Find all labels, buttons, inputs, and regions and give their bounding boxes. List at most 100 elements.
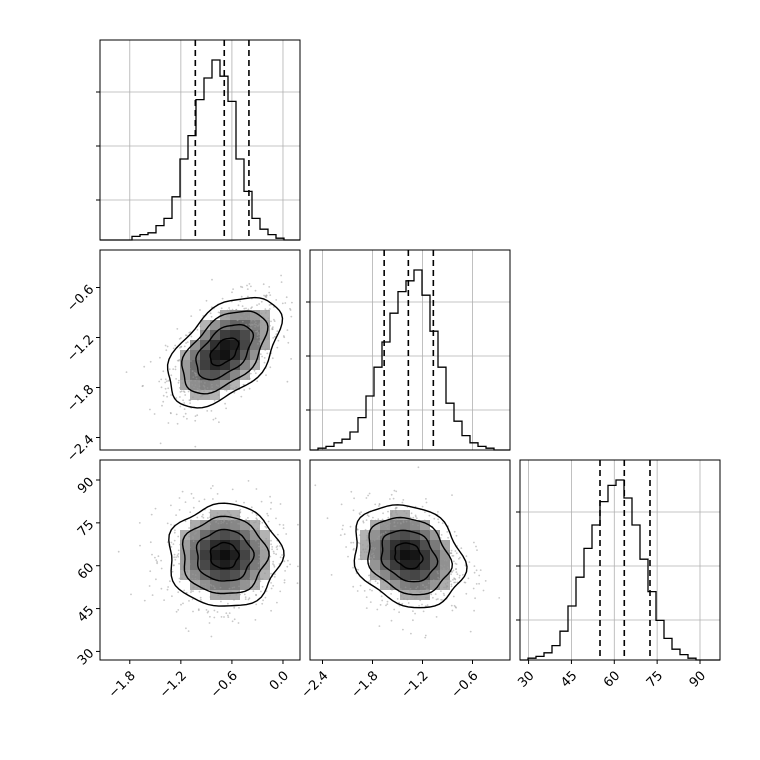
data-point [258,333,261,336]
data-point [455,571,458,573]
data-point [261,549,263,551]
data-point [190,379,193,382]
data-point [453,530,456,533]
data-point [227,614,229,617]
data-point [343,533,346,536]
data-point [178,497,181,499]
data-point [276,601,278,604]
data-point [226,510,229,513]
x-tick-label: −2.4 [299,668,332,701]
data-point [248,323,251,326]
data-point [262,563,264,566]
data-point [352,541,355,544]
data-point [156,562,159,565]
data-point [273,320,276,322]
data-point [272,560,275,563]
data-point [197,608,200,610]
density-cell [410,550,420,560]
data-point [222,521,225,524]
data-point [270,501,273,504]
data-point [399,522,402,524]
data-point [260,500,263,503]
density-cell [250,340,260,350]
data-point [398,611,400,614]
data-point [264,572,266,575]
density-cell [240,550,250,560]
data-point [422,610,425,613]
data-point [257,343,259,345]
data-point [450,604,453,607]
contour-line [181,515,270,595]
density-cell [240,340,250,350]
data-point [456,573,459,576]
panel-background [100,40,300,240]
y-tick-label: 60 [75,560,97,582]
data-point [271,328,274,330]
x-tick-label: −1.8 [106,668,139,701]
data-point [225,612,228,615]
data-point [406,598,409,601]
data-point [231,308,234,311]
data-point [194,577,197,580]
density-cell [390,510,400,520]
data-point [260,337,263,339]
data-point [275,333,278,335]
data-point [304,562,306,564]
density-cell [200,560,210,570]
data-point [198,528,200,530]
data-point [444,569,447,572]
data-point [257,324,260,327]
data-point [375,569,378,572]
data-point [209,508,212,511]
data-point [190,591,192,594]
data-point [479,569,482,571]
density-cell [420,540,430,550]
data-point [442,552,445,554]
data-point [248,387,251,390]
data-point [273,565,276,568]
data-point [443,594,446,597]
data-point [243,593,246,596]
data-point [385,525,388,528]
data-point [153,413,156,415]
data-point [432,596,434,599]
data-point [226,522,228,525]
data-point [396,513,398,516]
data-point [449,580,452,583]
data-point [238,523,241,525]
data-point [374,547,377,550]
density-cell [180,370,190,380]
data-point [359,554,362,557]
data-point [172,543,175,545]
data-point [445,559,448,562]
data-point [199,596,202,599]
density-cell [360,550,370,560]
data-point [178,338,181,340]
data-point [265,526,268,529]
data-point [197,398,199,401]
data-point [181,577,183,580]
data-point [192,497,195,499]
data-point [357,568,360,571]
data-point [270,609,272,612]
data-point [154,556,156,559]
data-point [175,378,178,380]
contour-line [367,516,454,596]
data-point [216,493,219,495]
data-point [205,523,208,526]
data-point [176,422,179,425]
data-point [212,418,215,421]
data-point [447,568,449,571]
data-point [188,546,191,549]
data-point [224,513,226,516]
data-point [186,571,189,574]
data-point [403,510,406,513]
density-cell [200,550,210,560]
data-point [256,531,259,534]
density-cell [400,580,410,590]
data-point [255,488,258,490]
data-point [291,301,293,304]
density-cell [390,540,400,550]
data-point [445,585,448,587]
data-point [166,345,169,348]
